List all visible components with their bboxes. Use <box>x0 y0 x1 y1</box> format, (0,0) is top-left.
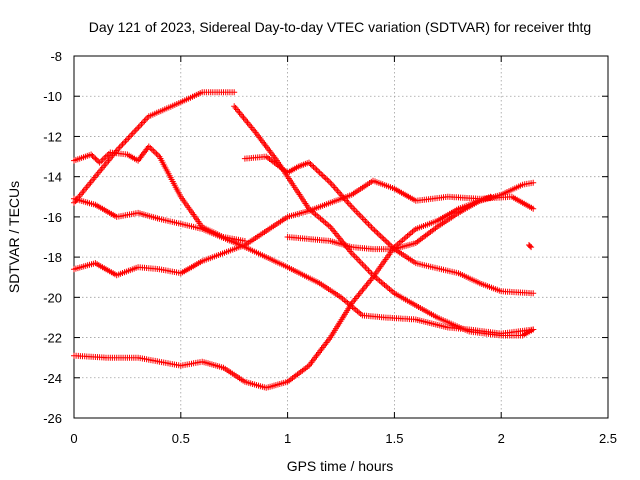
y-tick-label: -26 <box>43 411 62 426</box>
y-tick-labels: -26 -24 -22 -20 -18 -16 -14 -12 -10 -8 <box>43 49 62 426</box>
x-tick-label: 0 <box>70 431 77 446</box>
series-sat-i <box>526 242 535 251</box>
x-tick-label: 1.5 <box>385 431 403 446</box>
series-sat-d <box>71 177 537 279</box>
x-tick-label: 2.5 <box>599 431 617 446</box>
series-sat-a <box>71 89 238 206</box>
x-tick-label: 2 <box>498 431 505 446</box>
y-tick-label: -22 <box>43 331 62 346</box>
axis-ticks <box>73 55 609 419</box>
y-tick-label: -10 <box>43 89 62 104</box>
y-tick-label: -12 <box>43 129 62 144</box>
y-axis-label: SDTVAR / TECUs <box>6 181 22 293</box>
x-tick-label: 0.5 <box>172 431 190 446</box>
plot-frame <box>73 55 609 419</box>
y-tick-label: -24 <box>43 371 62 386</box>
data-point-markers <box>71 177 537 279</box>
x-tick-labels: 0 0.5 1 1.5 2 2.5 <box>70 431 617 446</box>
series-sat-b <box>71 143 248 244</box>
series-sat-g <box>241 153 537 297</box>
data-point-markers <box>284 193 494 253</box>
y-tick-label: -8 <box>50 49 62 64</box>
data-point-markers <box>241 153 537 297</box>
data-marks <box>71 89 537 391</box>
x-axis-label: GPS time / hours <box>287 458 394 474</box>
y-tick-label: -18 <box>43 250 62 265</box>
y-tick-label: -14 <box>43 170 62 185</box>
y-tick-label: -20 <box>43 290 62 305</box>
y-tick-label: -16 <box>43 210 62 225</box>
chart-title: Day 121 of 2023, Sidereal Day-to-day VTE… <box>89 19 591 35</box>
data-point-markers <box>71 143 248 244</box>
data-point-markers <box>526 242 535 251</box>
series-sat-h <box>284 193 494 253</box>
x-tick-label: 1 <box>284 431 291 446</box>
data-point-markers <box>71 89 238 206</box>
